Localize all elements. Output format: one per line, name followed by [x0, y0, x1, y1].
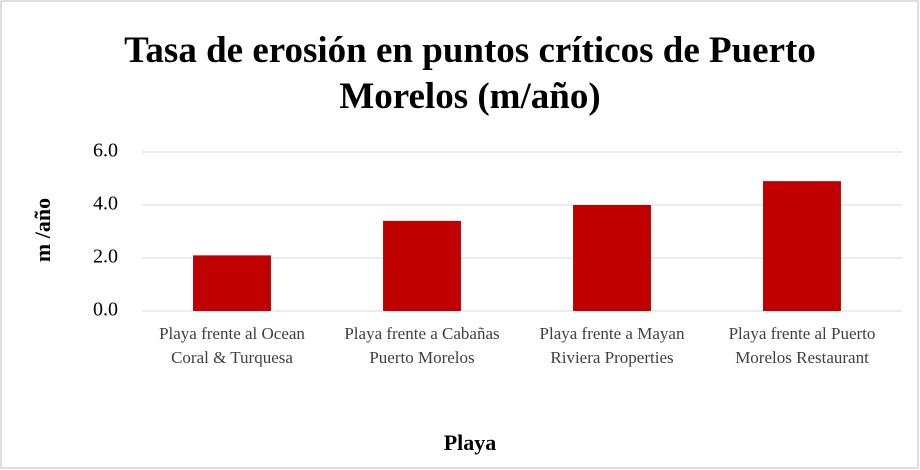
bar [383, 220, 461, 311]
y-axis-label: m /año [30, 198, 55, 262]
bar [763, 181, 841, 311]
bar [193, 255, 271, 311]
x-axis-label: Playa [444, 430, 497, 455]
x-tick-label: Playa frente al Puerto Morelos Restauran… [728, 324, 876, 367]
bar [573, 205, 651, 311]
chart-title: Tasa de erosión en puntos críticos de Pu… [124, 30, 816, 117]
x-tick-label: Playa frente al Ocean Coral & Turquesa [159, 324, 305, 367]
x-tick-label: Playa frente a Mayan Riviera Properties [539, 324, 685, 367]
y-tick-label: 0.0 [93, 299, 118, 321]
y-tick-label: 4.0 [93, 193, 118, 215]
y-tick-label: 6.0 [93, 140, 118, 162]
y-tick-label: 2.0 [93, 246, 118, 268]
x-tick-label: Playa frente a Cabañas Puerto Morelos [344, 324, 500, 367]
